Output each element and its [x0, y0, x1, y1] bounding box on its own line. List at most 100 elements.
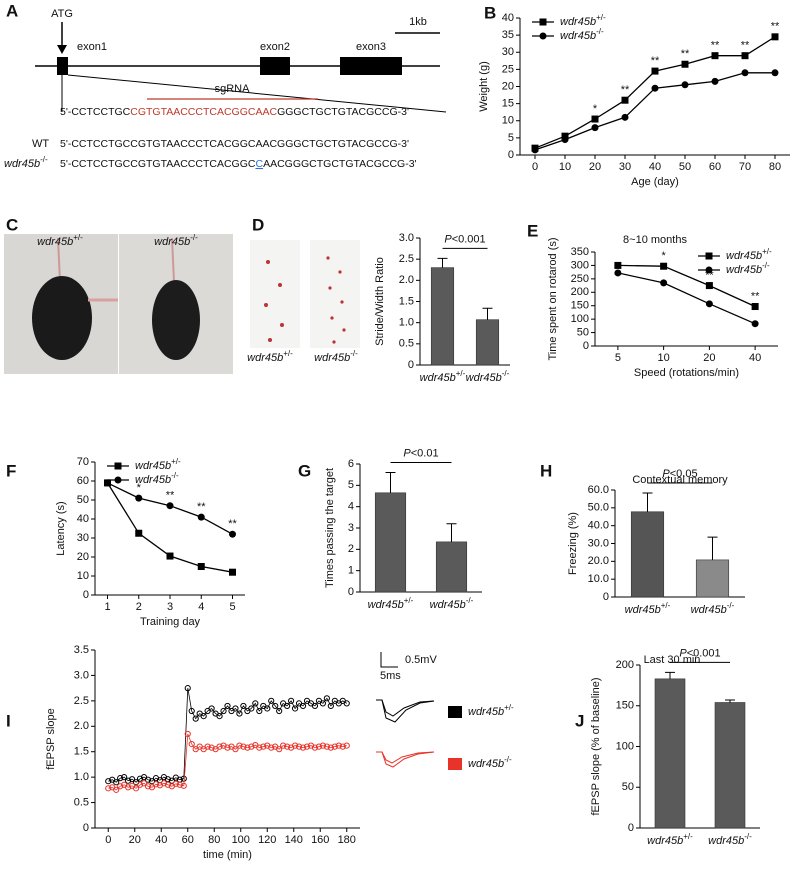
y-axis-label: Times passing the target: [324, 468, 336, 588]
marker: [291, 705, 299, 712]
marker: [343, 742, 350, 749]
marker: [260, 743, 267, 750]
legend-label: wdr45b-/-: [135, 471, 179, 486]
significance: **: [705, 269, 714, 281]
marker: [105, 778, 112, 785]
y-tick-label: 60: [77, 475, 89, 487]
y-tick-label: 3: [348, 522, 354, 534]
x-tick-label: 70: [739, 161, 751, 173]
y-tick-label: 2.5: [399, 253, 414, 265]
marker: [121, 774, 128, 781]
marker: [136, 781, 144, 788]
exon: [340, 57, 402, 75]
error-bar: [725, 699, 735, 703]
y-tick-label: 2.0: [74, 720, 89, 732]
x-axis-label: time (min): [203, 849, 252, 861]
y-tick-label: 350: [571, 246, 589, 258]
x-tick-label: wdr45b+/-: [625, 601, 671, 616]
marker: [621, 113, 629, 121]
marker: [166, 502, 174, 510]
y-tick-label: 0: [583, 340, 589, 352]
atg-arrowhead: [57, 45, 67, 54]
marker: [311, 744, 319, 751]
y-axis-label: Time spent on rotarod (s): [547, 237, 559, 360]
scale-label: 1kb: [409, 16, 427, 28]
marker: [681, 60, 689, 68]
y-tick-label: 200: [616, 659, 634, 671]
marker: [288, 697, 295, 704]
y-tick-label: 2.0: [399, 274, 414, 286]
x-axis-label: Speed (rotations/min): [634, 367, 739, 379]
bar: [695, 559, 730, 598]
bar: [654, 678, 686, 829]
panel-label: A: [6, 1, 18, 20]
marker: [331, 743, 338, 750]
legend-label: wdr45b+/-: [560, 13, 606, 28]
marker: [200, 713, 207, 720]
footprint-dots: [264, 256, 346, 344]
marker: [220, 707, 227, 715]
bar: [630, 511, 665, 598]
x-tick-label: 40: [749, 352, 761, 364]
marker: [114, 462, 122, 470]
y-tick-label: 2.5: [74, 695, 89, 707]
marker: [229, 530, 236, 538]
marker: [244, 744, 251, 751]
y-tick-label: 3.0: [74, 669, 89, 681]
marker: [105, 785, 112, 792]
gene-diagram: A ATG exon1 exon2 exon3 1kb sgRNA 5'-CCT…: [4, 1, 447, 170]
y-tick-label: 0: [408, 359, 414, 371]
x-tick-label: wdr45b-/-: [708, 832, 752, 847]
x-tick-label: 5: [229, 601, 235, 613]
marker: [276, 707, 283, 715]
marker: [284, 743, 291, 750]
bar: [435, 541, 468, 593]
y-tick-label: 10: [502, 115, 514, 127]
y-tick-label: 150: [571, 300, 589, 312]
x-tick-label: wdr45b+/-: [647, 832, 693, 847]
photos: C wdr45b+/- wdr45b-/-: [4, 215, 233, 374]
series-line: [108, 688, 348, 783]
x-tick-label: 0: [105, 834, 111, 846]
marker: [295, 743, 303, 750]
marker: [323, 743, 330, 750]
y-axis-label: fEPSP slope (% of baseline): [590, 678, 602, 816]
significance: **: [166, 490, 175, 502]
panel-label: H: [540, 461, 552, 480]
error-bar: [642, 492, 653, 512]
comparison-label: P<0.001: [444, 233, 485, 245]
y-axis-label: fEPSP slope: [45, 708, 57, 770]
marker: [216, 743, 223, 750]
significance: *: [137, 482, 142, 494]
bar: [430, 267, 455, 366]
photo-label: wdr45b-/-: [154, 233, 198, 248]
sequence-part: AACGGGCTGCTGTACGCCG-3': [263, 158, 416, 170]
marker: [113, 779, 120, 786]
y-tick-label: 200: [571, 286, 589, 298]
marker: [539, 32, 547, 40]
marker: [591, 124, 599, 132]
marker: [299, 744, 307, 751]
marker: [236, 710, 243, 717]
comparison-label: P<0.05: [662, 468, 697, 480]
y-tick-label: 1.5: [74, 746, 89, 758]
marker: [136, 775, 144, 782]
marker: [651, 67, 659, 75]
wt-label: WT: [32, 138, 49, 150]
significance: **: [711, 40, 720, 52]
y-tick-label: 3.5: [74, 644, 89, 656]
marker: [681, 81, 689, 89]
y-tick-label: 3.0: [399, 232, 414, 244]
scale-bar: [380, 652, 398, 668]
marker: [651, 84, 659, 92]
y-tick-label: 35: [502, 29, 514, 41]
x-tick-label: 5: [615, 352, 621, 364]
series-line: [534, 36, 776, 149]
marker: [240, 743, 247, 750]
marker: [208, 705, 215, 712]
y-tick-label: 30: [77, 532, 89, 544]
y-tick-label: 15: [502, 98, 514, 110]
error-bar: [482, 307, 493, 320]
x-tick-label: 30: [619, 161, 631, 173]
marker: [148, 778, 156, 785]
